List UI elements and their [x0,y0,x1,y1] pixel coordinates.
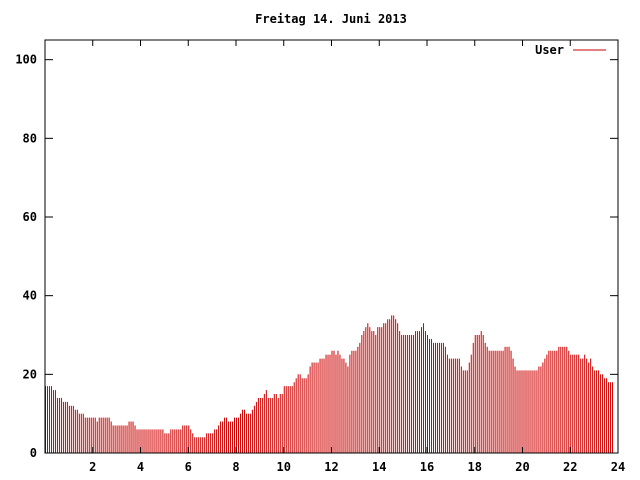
y-axis: 0 20 40 60 80 100 [15,53,618,460]
x-axis: 2 4 6 8 10 12 14 16 18 20 22 24 [89,40,625,474]
chart-title: Freitag 14. Juni 2013 [255,12,407,26]
x-tick-label: 16 [420,460,434,474]
y-tick-label: 80 [23,131,37,145]
x-tick-label: 8 [232,460,239,474]
y-tick-label: 40 [23,289,37,303]
plot-frame [44,39,619,454]
bars-group [45,315,614,453]
y-tick-label: 60 [23,210,37,224]
x-tick-label: 4 [137,460,144,474]
x-tick-label: 24 [611,460,625,474]
y-tick-label: 20 [23,367,37,381]
x-tick-label: 6 [185,460,192,474]
x-tick-label: 20 [515,460,529,474]
x-tick-label: 22 [563,460,577,474]
x-tick-label: 2 [89,460,96,474]
x-tick-label: 18 [468,460,482,474]
x-tick-label: 14 [372,460,386,474]
y-tick-label: 0 [30,446,37,460]
legend: User [535,43,606,57]
legend-label-user: User [535,43,564,57]
x-tick-label: 10 [277,460,291,474]
x-tick-label: 12 [324,460,338,474]
y-tick-label: 100 [15,53,37,67]
